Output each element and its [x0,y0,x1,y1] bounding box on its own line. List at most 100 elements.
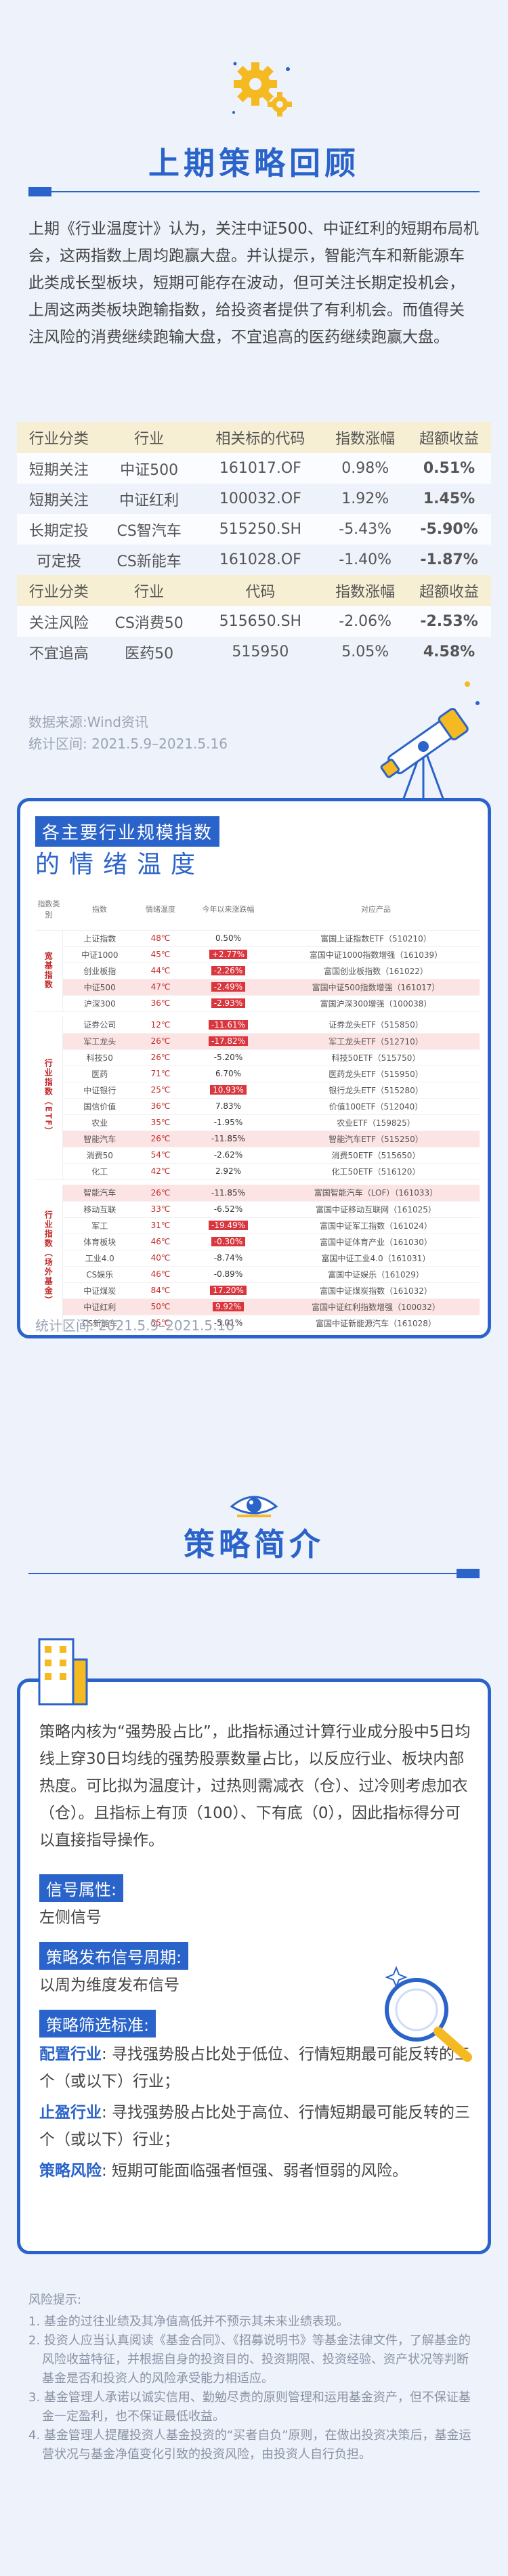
cell-code: 515950 [197,637,324,667]
temp-change: -0.30% [184,1233,272,1250]
temp-product: 价值100ETF（512040） [272,1098,480,1115]
temp-value: 45℃ [137,946,184,963]
temp-change-value: -11.61% [208,1019,249,1030]
temp-index-name: 医药 [62,1065,137,1082]
temp-table-row: 医药 71℃ 6.70% 医药龙头ETF（515950） [35,1065,480,1082]
telescope-icon [380,681,480,810]
temp-group-label: 宽基指数 [35,930,63,1012]
temp-value: 36℃ [137,995,184,1012]
temp-table-row: 农业 35℃ -1.95% 农业ETF（159825） [35,1114,480,1131]
temp-value: 44℃ [137,963,184,979]
review-intro: 上期《行业温度计》认为，关注中证500、中证红利的短期布局机会，这两指数上周均跑… [28,220,479,346]
temp-product: 富国沪深300增强（100038） [272,995,480,1012]
temperature-card-tag: 各主要行业规模指数 [35,816,220,847]
temp-change: +2.77% [184,946,272,963]
filter-config: 配置行业: 寻找强势股占比处于低位、行情短期最可能反转的三个（或以下）行业； [39,2046,471,2090]
temp-change: -11.61% [184,1017,272,1034]
temp-change: -11.85% [184,1185,272,1202]
temp-change-value: -0.89% [213,1269,243,1279]
temp-index-name: 中证红利 [62,1298,137,1315]
temp-change-value: -0.30% [211,1237,246,1246]
temp-product: 富国中证煤炭指数（161032） [272,1282,480,1299]
strategy-card: 策略内核为“强势股占比”，此指标通过计算行业成分股中5日均线上穿30日均线的强势… [17,1678,491,2254]
temp-change: 6.70% [184,1065,272,1082]
table-header: 代码 [197,575,324,606]
temp-change: 2.92% [184,1163,272,1180]
temp-change-value: -2.26% [211,966,246,975]
temp-value: 84℃ [137,1282,184,1299]
cell-category: 短期关注 [17,453,101,484]
temp-table-row: 工业4.0 40℃ -8.74% 富国中证工业4.0（161031） [35,1250,480,1267]
temp-table-row: 中证红利 50℃ 9.92% 富国中证红利指数增强（100032） [35,1298,480,1315]
temp-table-row: 宽基指数 上证指数 48℃ 0.50% 富国上证指数ETF（510210） [35,930,480,1012]
table-row: 关注风险 CS消费50 515650.SH -2.06% -2.53% [17,606,491,637]
cell-category: 长期定投 [17,514,101,545]
temp-index-name: 中证银行 [62,1082,137,1099]
temp-change: -8.74% [184,1250,272,1267]
risk-item: 2. 投资人应当认真阅读《基金合同》、《招募说明书》等基金法律文件，了解基金的风… [28,2334,471,2386]
title-underline [28,187,480,196]
risk-title: 风险提示: [28,2293,82,2307]
table-header: 超额收益 [407,422,491,453]
temp-product: 富国中证新能源汽车（161028） [272,1315,480,1332]
cell-industry: CS消费50 [100,606,198,637]
temp-index-name: 军工龙头 [62,1033,137,1050]
cell-industry: 医药50 [100,637,198,667]
temp-change: -2.26% [184,963,272,979]
risk-item: 3. 基金管理人承诺以诚实信用、勤勉尽责的原则管理和运用基金资产，但不保证基金一… [28,2390,471,2424]
temp-index-name: 中证煤炭 [62,1282,137,1299]
temperature-table: 指数类别 指数 情绪温度 今年以来涨跌幅 对应产品 宽基指数 上证指数 48℃ 0.50% 富国… [35,888,480,1332]
temp-change: -19.49% [184,1217,272,1234]
temp-product: 富国中证娱乐（161029） [272,1266,480,1283]
temp-value: 26℃ [137,1033,184,1050]
temp-value: 33℃ [137,1201,184,1218]
temp-change: 10.93% [184,1082,272,1099]
temp-value: 26℃ [137,1185,184,1202]
temp-product: 富国中证红利指数增强（100032） [272,1298,480,1315]
temp-index-name: 消费50 [62,1147,137,1164]
temp-change-value: -2.62% [213,1150,243,1160]
temp-product: 富国中证工业4.0（161031） [272,1250,480,1267]
temp-table-row: 化工 42℃ 2.92% 化工50ETF（516120） [35,1163,480,1180]
signal-tag: 信号属性: [39,1874,124,1902]
temp-table-row: CS娱乐 46℃ -0.89% 富国中证娱乐（161029） [35,1266,480,1283]
risk-notice: 风险提示: 1. 基金的过往业绩及其净值高低并不预示其未来业绩表现。 2. 投资人… [28,2291,480,2464]
temp-group-label: 行业指数（场外基金） [35,1185,63,1332]
temp-change: 17.20% [184,1282,272,1299]
temp-index-name: 中证500 [62,979,137,996]
temp-table-row: 行业指数（场外基金） 智能汽车 26℃ -11.85% 富国智能汽车（LOF）（1610… [35,1185,480,1332]
section-review: 上期策略回顾 上期《行业温度计》认为，关注中证500、中证红利的短期布局机会，这… [17,62,491,1338]
table-subheader-row: 行业分类 行业 代码 指数涨幅 超额收益 [17,575,491,606]
temp-value: 12℃ [137,1017,184,1034]
temp-product: 富国中证1000指数增强（161039） [272,946,480,963]
temp-change-value: -11.85% [211,1187,246,1198]
temp-table-row: 国信价值 36℃ 7.83% 价值100ETF（512040） [35,1098,480,1115]
cell-excess: 1.45% [407,484,491,514]
temp-change-value: -11.85% [211,1134,246,1143]
review-source: 数据来源:Wind资讯 统计区间: 2021.5.9–2021.5.16 [28,714,228,752]
temp-index-name: 军工 [62,1217,137,1234]
table-header: 行业 [100,422,198,453]
temp-value: 36℃ [137,1098,184,1115]
cell-change: 5.05% [323,637,408,667]
temp-change-value: +2.77% [209,950,248,959]
temp-index-name: 智能汽车 [62,1131,137,1147]
temp-product: 富国上证指数ETF（510210） [272,930,480,947]
temperature-card-subtitle: 的情绪温度 [35,851,205,879]
filter-tag: 策略筛选标准: [39,2010,156,2037]
temp-index-name: 化工 [62,1163,137,1180]
cell-excess: -2.53% [407,606,491,637]
temp-index-name: 体育板块 [62,1233,137,1250]
cell-excess: 4.58% [407,637,491,667]
temp-change: -11.85% [184,1131,272,1147]
temp-change: -2.62% [184,1147,272,1164]
temp-value: 26℃ [137,1049,184,1066]
temp-index-name: 创业板指 [62,963,137,979]
temp-value: 25℃ [137,1082,184,1099]
temp-change-value: -2.93% [211,998,246,1008]
table-row: 短期关注 中证500 161017.OF 0.98% 0.51% [17,453,491,484]
strategy-intro: 策略内核为“强势股占比”，此指标通过计算行业成分股中5日均线上穿30日均线的强势… [39,1723,471,1849]
temp-change-value: 10.93% [210,1085,247,1095]
temp-change-value: -1.95% [213,1118,243,1127]
temp-index-name: 中证1000 [62,946,137,963]
